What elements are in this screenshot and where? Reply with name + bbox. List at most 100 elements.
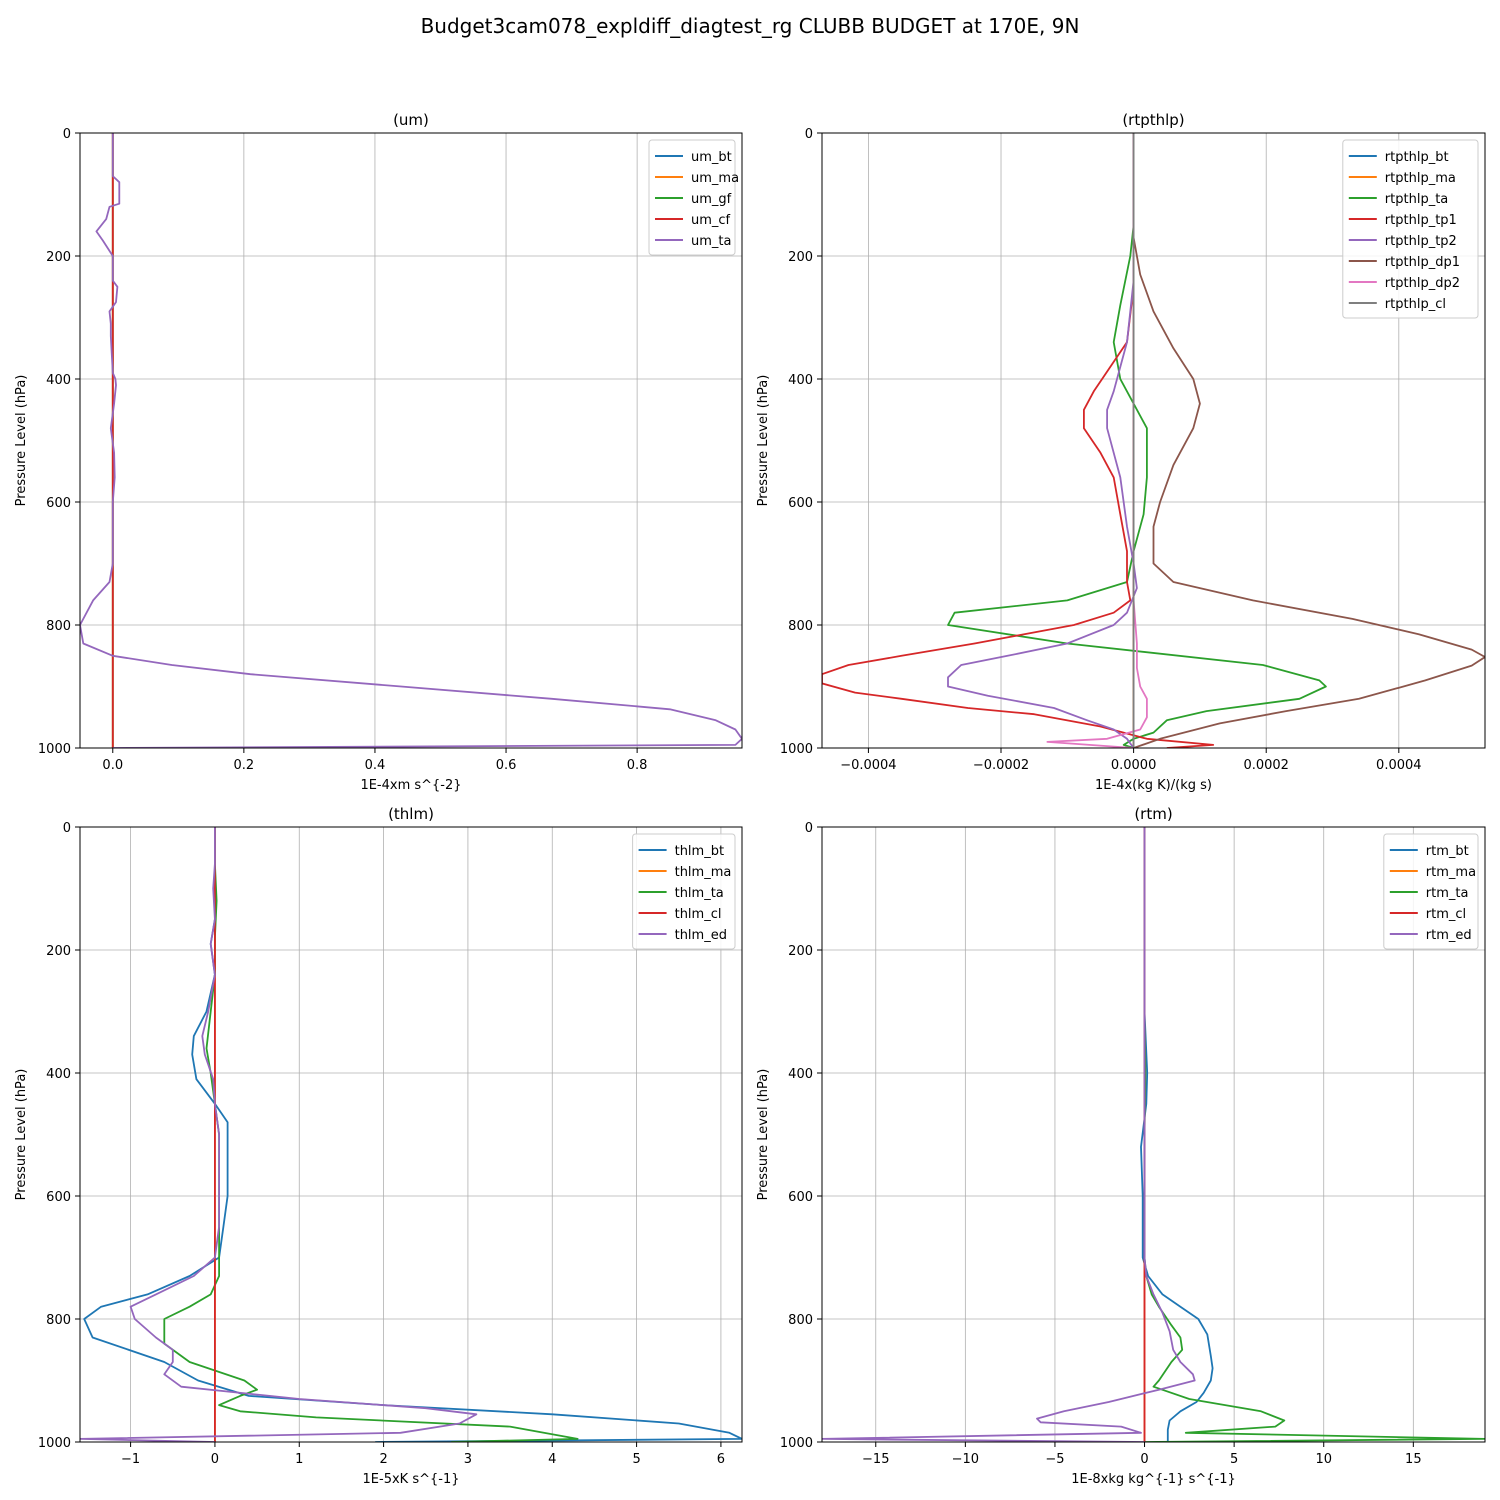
legend-box [1342,139,1479,319]
series-line-rtm_bt [1140,827,1214,1442]
y-tick-label: 600 [46,1190,71,1205]
legend-label: rtpthlp_dp1 [1385,255,1460,270]
axes-frame [79,132,743,749]
series-line-rtm_ed [822,827,1196,1442]
series-line-rtpthlp_ta [947,133,1327,748]
x-axis-label: 1E-4x(kg K)/(kg s) [1095,778,1212,793]
legend-label: um_bt [691,150,732,165]
panel-title: (um) [393,111,429,129]
legend-label: thlm_ma [675,865,732,880]
series-line-rtpthlp_tp1 [822,133,1215,748]
x-axis-label: 1E-4xm s^{-2} [360,778,461,793]
x-tick-label: 0.2 [234,758,255,773]
x-tick-label: 0 [1140,1452,1148,1467]
y-tick-label: 400 [788,373,813,388]
legend-label: thlm_ed [675,928,727,943]
y-axis-label: Pressure Level (hPa) [14,1069,29,1201]
x-tick-label: 0.4 [365,758,386,773]
y-tick-label: 200 [788,944,813,959]
y-tick-label: 600 [46,496,71,511]
y-tick-label: 600 [788,1190,813,1205]
y-tick-label: 1000 [780,1436,813,1451]
panel-rtpthlp: −0.0004 −0.0002 0.0000 0.0002 0.0004 0 200 400 6… [756,111,1486,793]
axes-frame [79,826,743,1443]
y-tick-label: 1000 [38,1436,71,1451]
legend-box [632,833,736,950]
y-tick-label: 200 [788,250,813,265]
x-tick-label: 10 [1315,1452,1332,1467]
x-tick-label: 5 [632,1452,640,1467]
y-tick-label: 800 [46,1313,71,1328]
x-tick-label: 0 [211,1452,219,1467]
figure-title: Budget3cam078_expldiff_diagtest_rg CLUBB… [420,14,1080,38]
y-tick-label: 1000 [780,742,813,757]
x-tick-label: 0.8 [627,758,648,773]
x-tick-label: 4 [548,1452,556,1467]
panel-thlm: −1 0 1 2 3 4 5 6 0 200 400 600 800 1000 (thlm) 1E-5xK s… [14,805,743,1487]
legend-label: thlm_ta [675,886,724,901]
axes-frame [821,826,1486,1443]
axes-frame [821,132,1486,749]
x-tick-label: 1 [295,1452,303,1467]
series-line-rtpthlp_tp2 [947,133,1138,748]
x-tick-label: 15 [1405,1452,1422,1467]
y-tick-label: 800 [46,619,71,634]
legend-label: rtpthlp_tp1 [1385,213,1457,228]
y-tick-label: 600 [788,496,813,511]
series-line-thlm_ed [80,827,478,1442]
legend-label: rtpthlp_tp2 [1385,234,1457,249]
x-tick-label: −10 [952,1452,979,1467]
y-tick-label: 800 [788,1313,813,1328]
legend-label: rtm_bt [1426,844,1469,859]
series-line-rtpthlp_dp2 [1046,133,1148,748]
legend-box [648,139,736,256]
legend-label: rtm_ed [1426,928,1472,943]
y-tick-label: 0 [805,127,813,142]
panel-rtm: −15 −10 −5 0 5 10 15 0 200 400 600 800 1000 (rtm) 1E-8… [756,805,1486,1487]
legend-label: um_cf [691,213,731,228]
y-tick-label: 400 [46,1067,71,1082]
legend-label: rtm_cl [1426,907,1466,922]
legend-label: um_ta [691,234,731,249]
x-tick-label: 0.0000 [1111,758,1157,773]
y-tick-label: 0 [63,821,71,836]
legend-label: rtpthlp_cl [1385,297,1446,312]
y-tick-label: 1000 [38,742,71,757]
x-tick-label: −0.0002 [973,758,1029,773]
x-tick-label: 0.0 [102,758,123,773]
legend-label: rtpthlp_ma [1385,171,1456,186]
series-line-thlm_ta [163,827,579,1442]
legend-label: rtpthlp_bt [1385,150,1449,165]
legend-label: rtpthlp_ta [1385,192,1448,207]
y-tick-label: 0 [805,821,813,836]
x-tick-label: 3 [464,1452,472,1467]
series-line-rtpthlp_dp1 [1132,133,1485,748]
y-tick-label: 0 [63,127,71,142]
x-axis-label: 1E-8xkg kg^{-1} s^{-1} [1071,1472,1236,1487]
x-tick-label: 0.0004 [1376,758,1422,773]
y-tick-label: 200 [46,250,71,265]
x-tick-label: −15 [862,1452,889,1467]
y-tick-label: 200 [46,944,71,959]
y-tick-label: 800 [788,619,813,634]
y-tick-label: 400 [46,373,71,388]
legend-label: rtm_ta [1426,886,1469,901]
legend-label: thlm_cl [675,907,722,922]
x-tick-label: 0.0002 [1243,758,1289,773]
y-axis-label: Pressure Level (hPa) [14,375,29,507]
x-tick-label: 0.6 [496,758,517,773]
panel-title: (rtm) [1134,805,1172,823]
panel-title: (thlm) [388,805,434,823]
x-tick-label: 6 [717,1452,725,1467]
series-line-um_ta [80,133,742,748]
legend-label: um_gf [691,192,732,207]
y-axis-label: Pressure Level (hPa) [756,1069,771,1201]
legend-label: rtm_ma [1426,865,1476,880]
panel-title: (rtpthlp) [1122,111,1184,129]
x-tick-label: 5 [1230,1452,1238,1467]
x-tick-label: 2 [379,1452,387,1467]
x-tick-label: −1 [121,1452,140,1467]
x-tick-label: −0.0004 [840,758,896,773]
y-axis-label: Pressure Level (hPa) [756,375,771,507]
x-axis-label: 1E-5xK s^{-1} [363,1472,460,1487]
